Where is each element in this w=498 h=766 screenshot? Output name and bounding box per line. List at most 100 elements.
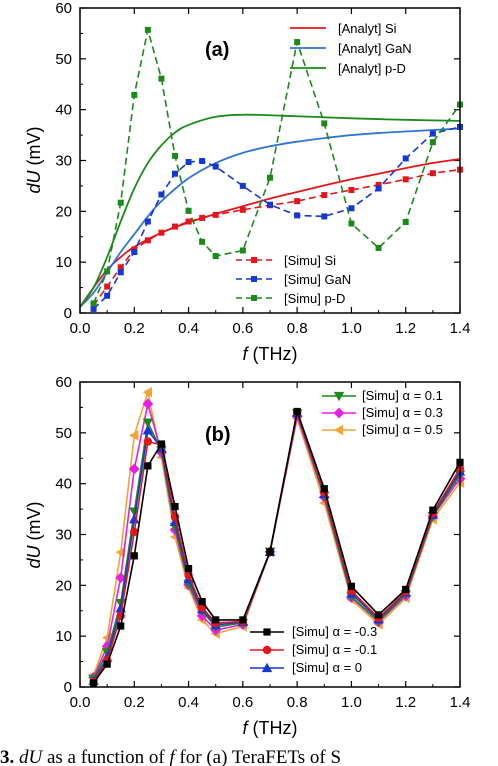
- point-simu-si: [199, 214, 206, 221]
- point-simu-0-3: [266, 548, 274, 556]
- point-simu-p-d: [239, 247, 246, 254]
- panel-a-ytick-label: 0: [64, 305, 72, 322]
- point-simu-p-d: [294, 39, 301, 46]
- point-simu-0-3: [374, 611, 383, 619]
- panel-b-series: [88, 386, 466, 687]
- panel-b-xtick-label: 0.2: [124, 694, 145, 711]
- point-simu-0-3: [157, 440, 166, 448]
- point-simu-gan: [90, 305, 97, 312]
- point-simu-gan: [321, 213, 328, 220]
- point-simu-0-3: [117, 622, 125, 630]
- series-analyt-si: [79, 158, 461, 308]
- panel-a-xtick-label: 0.4: [178, 320, 199, 337]
- panel-a-xtick-label: 1.0: [341, 320, 362, 337]
- point-simu-gan: [117, 269, 124, 276]
- point-simu-0-3: [429, 506, 437, 514]
- series-simu-si: [90, 166, 463, 309]
- point-simu-gan: [348, 205, 355, 212]
- point-simu-0-3: [402, 585, 410, 593]
- panel-b-xlabel: f (THz): [243, 718, 298, 738]
- point-simu-0-3: [89, 679, 98, 687]
- panel-b-xtick-label: 0.4: [178, 694, 199, 711]
- panel-b-ytick-label: 30: [55, 527, 72, 544]
- point-simu-0-3: [171, 502, 179, 511]
- point-simu-0-5: [115, 547, 125, 558]
- legend-label-simu-0: [Simu] α = 0: [292, 660, 362, 675]
- legend-marker-simu-0-3: [333, 407, 345, 419]
- panel-b-label: (b): [205, 424, 231, 446]
- point-simu-p-d: [104, 268, 111, 275]
- panel-b-xtick-label: 1.0: [341, 694, 362, 711]
- panel-a-ytick-label: 40: [55, 102, 72, 119]
- point-simu-si: [402, 176, 409, 183]
- point-simu-0: [169, 516, 181, 526]
- point-simu-0-5: [142, 386, 153, 398]
- series-analyt-gan: [79, 127, 461, 308]
- panel-b-xtick-label: 0.6: [232, 694, 253, 711]
- legend-marker-simu-0: [261, 662, 273, 673]
- panel-b-xtick-label: 1.2: [395, 694, 416, 711]
- panel-b-legend-bottom: [Simu] α = -0.3 [Simu] α = -0.1 [Simu] α =…: [250, 624, 377, 675]
- point-simu-p-d: [185, 207, 192, 214]
- legend-marker-simu-gan: [251, 276, 257, 282]
- point-simu-gan: [158, 191, 165, 198]
- panel-b-ticks: 0.0 0.2 0.4 0.6 0.8 1.0 1.2 1.4 0 10 20 30 40 50 60: [55, 374, 470, 711]
- panel-a-ytick-label: 10: [55, 254, 72, 271]
- point-simu-si: [212, 211, 219, 218]
- point-simu-p-d: [348, 220, 355, 227]
- point-simu-si: [429, 170, 436, 177]
- line-simu-0-3: [92, 408, 461, 684]
- line-analyt-si: [79, 158, 461, 308]
- panel-b-ytick-label: 50: [55, 425, 72, 442]
- point-simu-0-3: [115, 572, 127, 584]
- line-simu-0-1: [92, 410, 461, 680]
- legend-label-simu-0-1: [Simu] α = 0.1: [362, 388, 443, 403]
- panel-b-frame: [79, 381, 461, 688]
- point-simu-p-d: [117, 199, 124, 206]
- legend-label-analyt-p-d: [Analyt] p-D: [338, 61, 406, 76]
- point-simu-si: [375, 181, 382, 188]
- panel-b-ytick-label: 20: [55, 577, 72, 594]
- panel-a-label: (a): [205, 39, 229, 61]
- panel-b: 0.0 0.2 0.4 0.6 0.8 1.0 1.2 1.4 0 10 20 30 40 50 60 (b…: [24, 374, 470, 738]
- panel-a-xtick-label: 0.2: [124, 320, 145, 337]
- point-simu-0-3: [320, 485, 328, 493]
- legend-label-simu-0-5: [Simu] α = 0.5: [362, 422, 443, 437]
- panel-b-ytick-label: 60: [55, 374, 72, 391]
- point-simu-gan: [294, 212, 301, 219]
- panel-a-ytick-label: 30: [55, 153, 72, 170]
- legend-label-simu-si: [Simu] Si: [284, 253, 336, 268]
- legend-marker-simu-0-1: [262, 645, 272, 655]
- panel-b-legend-top: [Simu] α = 0.1 [Simu] α = 0.3 [Simu] α = 0…: [322, 388, 443, 437]
- point-simu-0-3: [103, 660, 111, 668]
- point-simu-gan: [267, 201, 273, 208]
- panel-a-ylabel: dU (mV): [24, 126, 44, 193]
- point-simu-si: [144, 237, 151, 244]
- point-simu-si: [294, 198, 301, 205]
- panel-a-frame: [79, 7, 461, 314]
- line-analyt-gan: [79, 127, 461, 308]
- panel-a-ytick-label: 20: [55, 203, 72, 220]
- panel-b-xtick-label: 1.4: [450, 694, 471, 711]
- point-simu-si: [117, 264, 124, 271]
- series-analyt-p-d: [79, 113, 461, 308]
- legend-marker-simu-0-1: [333, 391, 345, 402]
- point-simu-p-d: [199, 238, 206, 245]
- point-simu-0-3: [130, 552, 138, 560]
- legend-marker-simu-p-d: [251, 295, 257, 301]
- panel-a-xtick-label: 0.0: [70, 320, 91, 337]
- point-simu-p-d: [158, 75, 165, 82]
- point-simu-p-d: [172, 152, 178, 159]
- line-simu-0-1: [92, 409, 461, 683]
- line-analyt-p-d: [79, 113, 461, 308]
- legend-label-simu-0-3: [Simu] α = 0.3: [362, 405, 443, 420]
- point-simu-p-d: [131, 91, 138, 98]
- panel-a-legend-bottom: [Simu] Si [Simu] GaN [Simu] p-D: [236, 253, 351, 306]
- panel-a-xtick-label: 0.6: [232, 320, 253, 337]
- point-simu-0-3: [144, 462, 152, 470]
- legend-label-simu-0-1: [Simu] α = -0.1: [292, 642, 377, 657]
- point-simu-gan: [239, 182, 246, 189]
- point-simu-p-d: [321, 120, 328, 127]
- point-simu-si: [172, 223, 178, 230]
